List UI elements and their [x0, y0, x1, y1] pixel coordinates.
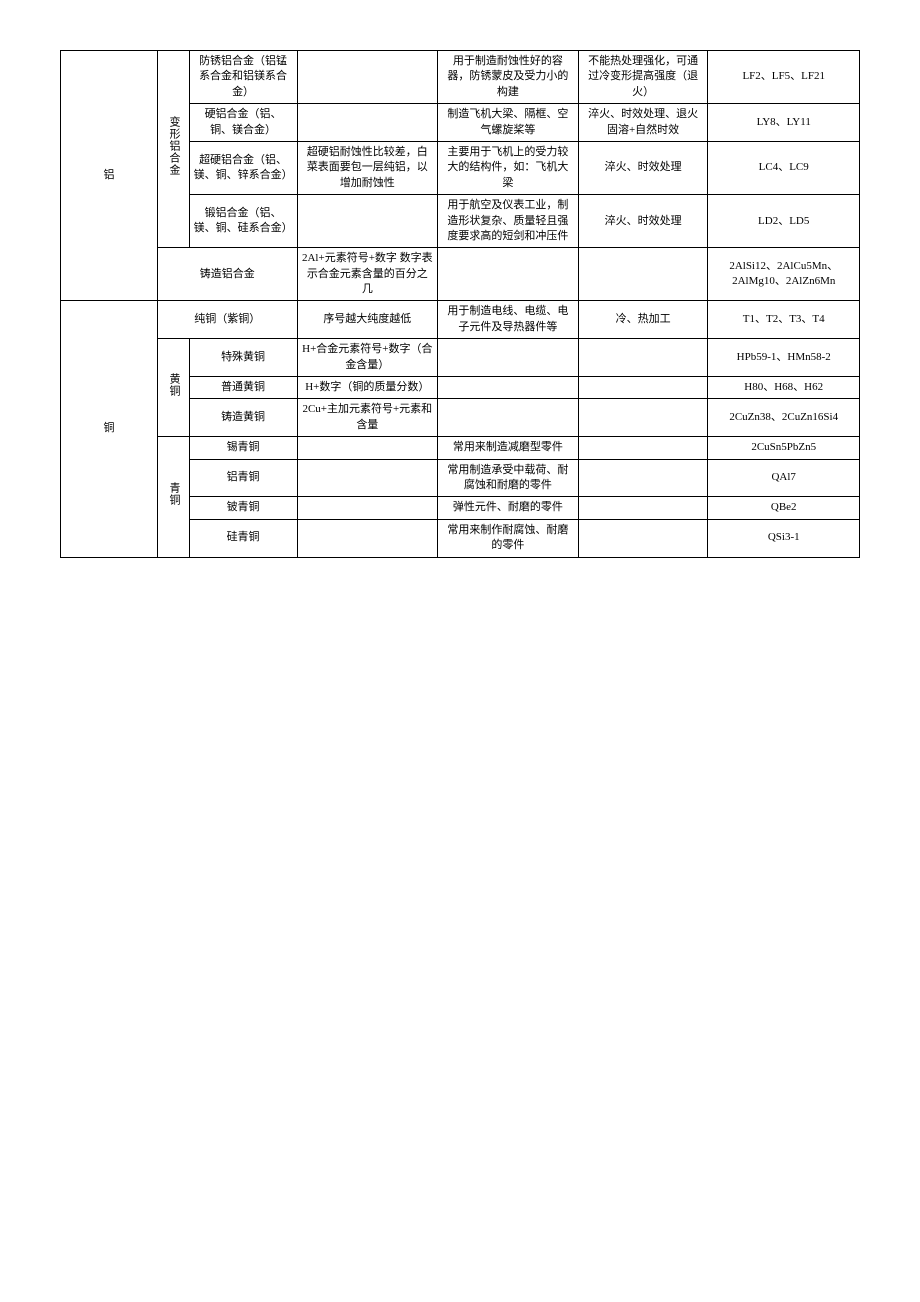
- cell-name: 硬铝合金（铝、铜、镁合金）: [189, 104, 297, 142]
- cell-treatment: [578, 399, 708, 437]
- cell-treatment: [578, 437, 708, 459]
- cell-note: [297, 104, 438, 142]
- material-copper: 铜: [61, 301, 158, 557]
- cell-usage: 用于航空及仪表工业，制造形状复杂、质量轻且强度要求高的短剑和冲压件: [438, 195, 579, 248]
- cell-note: [297, 459, 438, 497]
- cell-treatment: 淬火、时效处理: [578, 141, 708, 194]
- cell-name: 纯铜（紫铜）: [158, 301, 298, 339]
- cell-code: 2CuZn38、2CuZn16Si4: [708, 399, 860, 437]
- cell-name: 锡青铜: [189, 437, 297, 459]
- cell-name: 铸造铝合金: [158, 248, 298, 301]
- cell-note: 2Cu+主加元素符号+元素和含量: [297, 399, 438, 437]
- cell-name: 锻铝合金（铝、镁、铜、硅系合金）: [189, 195, 297, 248]
- table-row: 铸造铝合金 2Al+元素符号+数字 数字表示合金元素含量的百分之几 2AlSi1…: [61, 248, 860, 301]
- cell-usage: [438, 399, 579, 437]
- cell-name: 特殊黄铜: [189, 339, 297, 377]
- cell-treatment: [578, 248, 708, 301]
- cell-treatment: [578, 497, 708, 519]
- cell-code: QSi3-1: [708, 519, 860, 557]
- cell-note: H+合金元素符号+数字（合金含量）: [297, 339, 438, 377]
- cell-name: 防锈铝合金（铝锰系合金和铝镁系合金）: [189, 51, 297, 104]
- cell-code: H80、H68、H62: [708, 377, 860, 399]
- cell-note: 超硬铝耐蚀性比较差，白菜表面要包一层纯铝，以增加耐蚀性: [297, 141, 438, 194]
- cell-treatment: 淬火、时效处理: [578, 195, 708, 248]
- cell-usage: 用于制造电线、电缆、电子元件及导热器件等: [438, 301, 579, 339]
- cell-code: QAl7: [708, 459, 860, 497]
- cell-note: 2Al+元素符号+数字 数字表示合金元素含量的百分之几: [297, 248, 438, 301]
- cell-note: [297, 497, 438, 519]
- cell-code: 2AlSi12、2AlCu5Mn、2AlMg10、2AlZn6Mn: [708, 248, 860, 301]
- cell-treatment: 淬火、时效处理、退火固溶+自然时效: [578, 104, 708, 142]
- cell-name: 铸造黄铜: [189, 399, 297, 437]
- cell-name: 超硬铝合金（铝、镁、铜、锌系合金）: [189, 141, 297, 194]
- cell-code: LY8、LY11: [708, 104, 860, 142]
- cell-usage: 主要用于飞机上的受力较大的结构件，如：飞机大梁: [438, 141, 579, 194]
- materials-table: 铝 变形铝合金 防锈铝合金（铝锰系合金和铝镁系合金） 用于制造耐蚀性好的容器，防…: [60, 50, 860, 558]
- cell-note: [297, 51, 438, 104]
- cell-usage: 常用来制造减磨型零件: [438, 437, 579, 459]
- cell-treatment: [578, 519, 708, 557]
- material-aluminum: 铝: [61, 51, 158, 301]
- cell-usage: 弹性元件、耐磨的零件: [438, 497, 579, 519]
- table-row: 铜 纯铜（紫铜） 序号越大纯度越低 用于制造电线、电缆、电子元件及导热器件等 冷…: [61, 301, 860, 339]
- cell-name: 硅青铜: [189, 519, 297, 557]
- cell-usage: 制造飞机大梁、隔框、空气螺旋桨等: [438, 104, 579, 142]
- cell-usage: 常用制造承受中载荷、耐腐蚀和耐磨的零件: [438, 459, 579, 497]
- cell-code: LF2、LF5、LF21: [708, 51, 860, 104]
- cell-code: T1、T2、T3、T4: [708, 301, 860, 339]
- group-deformed-al: 变形铝合金: [158, 51, 190, 248]
- cell-treatment: [578, 459, 708, 497]
- cell-code: HPb59-1、HMn58-2: [708, 339, 860, 377]
- cell-treatment: [578, 377, 708, 399]
- group-bronze: 青铜: [158, 437, 190, 557]
- cell-note: [297, 519, 438, 557]
- cell-treatment: 冷、热加工: [578, 301, 708, 339]
- cell-name: 普通黄铜: [189, 377, 297, 399]
- table-row: 铝 变形铝合金 防锈铝合金（铝锰系合金和铝镁系合金） 用于制造耐蚀性好的容器，防…: [61, 51, 860, 104]
- cell-treatment: [578, 339, 708, 377]
- table-row: 黄铜 特殊黄铜 H+合金元素符号+数字（合金含量） HPb59-1、HMn58-…: [61, 339, 860, 377]
- group-brass: 黄铜: [158, 339, 190, 437]
- cell-treatment: 不能热处理强化，可通过冷变形提高强度（退火）: [578, 51, 708, 104]
- cell-note: H+数字（铜的质量分数）: [297, 377, 438, 399]
- cell-usage: [438, 377, 579, 399]
- cell-note: 序号越大纯度越低: [297, 301, 438, 339]
- cell-usage: [438, 339, 579, 377]
- cell-usage: 常用来制作耐腐蚀、耐磨的零件: [438, 519, 579, 557]
- cell-name: 铝青铜: [189, 459, 297, 497]
- cell-note: [297, 195, 438, 248]
- table-row: 青铜 锡青铜 常用来制造减磨型零件 2CuSn5PbZn5: [61, 437, 860, 459]
- cell-code: QBe2: [708, 497, 860, 519]
- cell-note: [297, 437, 438, 459]
- cell-usage: 用于制造耐蚀性好的容器，防锈蒙皮及受力小的构建: [438, 51, 579, 104]
- cell-usage: [438, 248, 579, 301]
- cell-code: LC4、LC9: [708, 141, 860, 194]
- cell-name: 铍青铜: [189, 497, 297, 519]
- cell-code: LD2、LD5: [708, 195, 860, 248]
- cell-code: 2CuSn5PbZn5: [708, 437, 860, 459]
